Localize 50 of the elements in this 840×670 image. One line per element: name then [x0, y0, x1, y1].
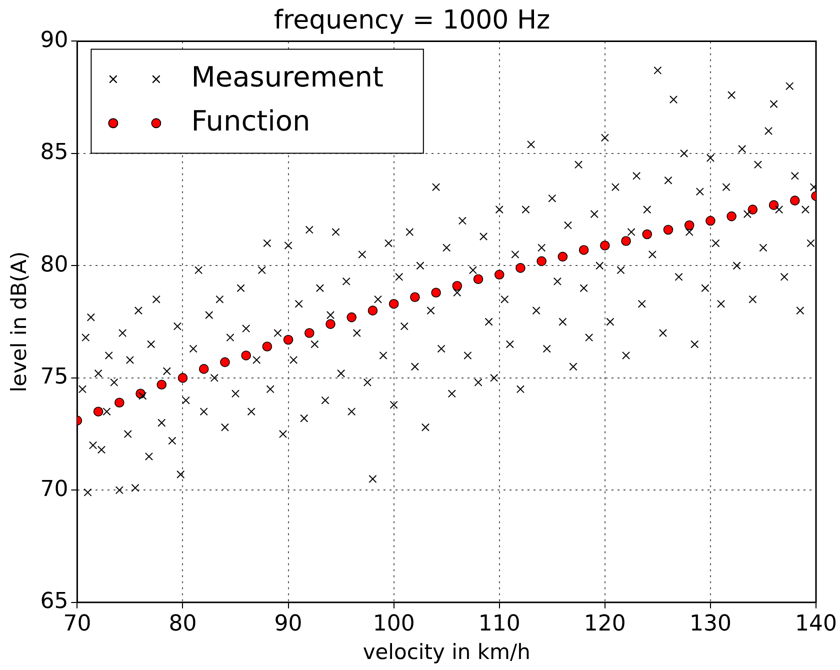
y-tick-label: 70 [40, 476, 68, 502]
point [283, 334, 294, 345]
point [346, 312, 357, 322]
x-tick-label: 110 [478, 611, 520, 636]
point [388, 298, 399, 309]
point [198, 364, 209, 374]
point [642, 229, 652, 240]
point [326, 319, 336, 329]
point [220, 357, 230, 368]
point [684, 220, 694, 230]
point [156, 380, 167, 390]
chart-title: frequency = 1000 Hz [274, 5, 550, 36]
point [558, 252, 568, 262]
x-tick-label: 130 [689, 611, 732, 636]
point [93, 406, 104, 416]
point [536, 256, 546, 266]
point [431, 288, 441, 298]
point [178, 373, 188, 383]
point [748, 204, 758, 214]
x-tick-label: 90 [274, 611, 302, 636]
point [473, 274, 484, 284]
point [262, 342, 272, 352]
point [114, 398, 124, 408]
point [663, 224, 674, 235]
point [494, 270, 504, 280]
point [304, 328, 314, 338]
x-tick-label: 120 [584, 611, 626, 636]
y-tick-label: 80 [40, 252, 68, 278]
legend-label: Function [191, 104, 310, 138]
x-tick-label: 100 [372, 611, 415, 636]
point [410, 292, 420, 302]
point [706, 216, 716, 226]
point [368, 306, 378, 316]
point [600, 240, 610, 250]
legend-label: Measurement [191, 60, 384, 94]
point [578, 245, 589, 255]
point [790, 196, 800, 206]
point [768, 200, 779, 210]
y-tick-label: 75 [40, 364, 68, 390]
point [241, 350, 251, 360]
point [726, 211, 736, 222]
point [621, 236, 631, 246]
point [452, 280, 462, 291]
y-axis-title: level in dB(A) [7, 251, 32, 392]
point [516, 263, 526, 273]
y-tick-label: 90 [40, 28, 68, 53]
x-axis-title: velocity in km/h [362, 640, 530, 664]
y-tick-label: 85 [40, 140, 68, 166]
x-tick-label: 140 [795, 611, 838, 636]
x-tick-label: 80 [168, 611, 197, 636]
